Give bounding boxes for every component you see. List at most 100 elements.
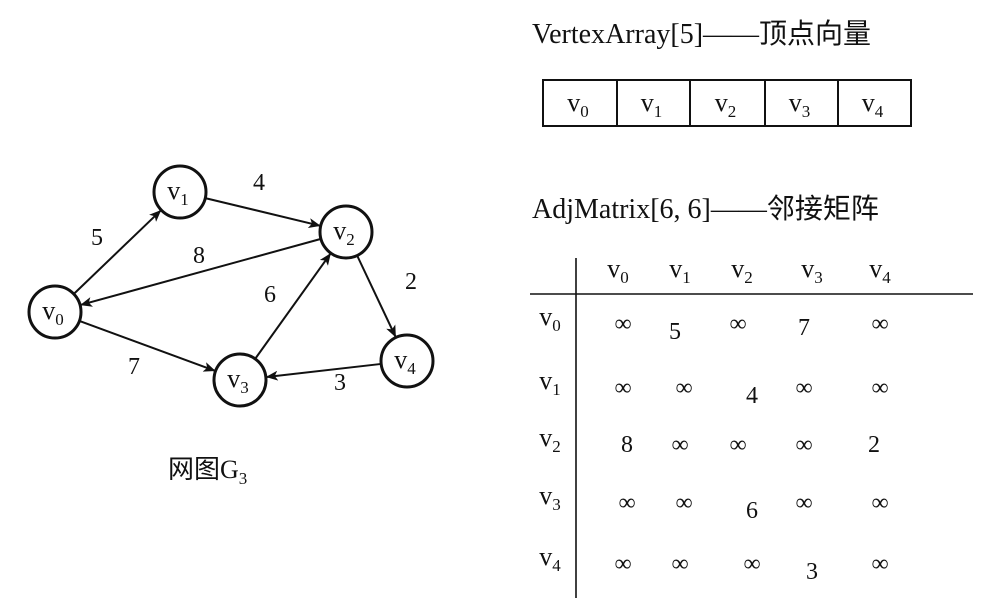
edge-weight-v0-v1: 5 (91, 225, 103, 251)
matrix-column-header-main: v (801, 254, 814, 283)
matrix-column-header-subscript: 2 (744, 268, 753, 287)
vertex-label-main: v (394, 345, 407, 374)
matrix-cell: 4 (746, 383, 758, 409)
matrix-row-header: v1 (539, 366, 561, 399)
matrix-cell: ∞ (871, 551, 888, 577)
edge-v4-v3 (265, 362, 382, 381)
matrix-cell: 8 (621, 432, 633, 458)
vertex-v4: v4 (379, 333, 435, 389)
edge-weight-v2-v0: 8 (193, 243, 205, 269)
vertex-array-cell-label-subscript: 1 (654, 102, 663, 121)
matrix-cell: ∞ (729, 311, 746, 337)
edge-v1-v2 (205, 197, 321, 228)
vertex-array-cell-label-subscript: 3 (802, 102, 811, 121)
matrix-values: ∞ 5 ∞ 7 ∞∞ ∞ 4 ∞ ∞8 ∞ ∞ ∞ 2∞ ∞ 6 ∞ ∞∞ ∞ ∞ 3 ∞ (614, 311, 888, 585)
graph-edges: 5 4 8 7 6 2 3 (73, 170, 417, 396)
matrix-cell: ∞ (729, 432, 746, 458)
matrix-cell: ∞ (743, 551, 760, 577)
vertex-array-cell-label-main: v (641, 88, 654, 117)
matrix-row-header-main: v (539, 542, 552, 571)
matrix-cell: ∞ (614, 551, 631, 577)
vertex-array-cell: v0 (542, 79, 618, 127)
matrix-column-header: v1 (669, 254, 691, 287)
vertex-label-main: v (167, 176, 180, 205)
matrix-column-header: v2 (731, 254, 753, 287)
matrix-cell: ∞ (871, 375, 888, 401)
vertex-v1: v1 (152, 164, 208, 220)
vertex-array-cell-label-subscript: 2 (728, 102, 737, 121)
matrix-cell: ∞ (614, 375, 631, 401)
vertex-array-cell-label: v1 (641, 88, 663, 121)
vertex-label-subscript: 3 (240, 378, 249, 397)
vertex-v0: v0 (27, 284, 83, 340)
vertex-label: v2 (333, 216, 355, 249)
matrix-row-header: v4 (539, 542, 561, 575)
matrix-column-headers: v0 v1 v2 v3 v4 (607, 254, 891, 287)
matrix-cell: ∞ (671, 551, 688, 577)
matrix-cell: ∞ (675, 375, 692, 401)
matrix-cell: ∞ (675, 490, 692, 516)
matrix-row-header: v0 (539, 302, 561, 335)
matrix-cell: 6 (746, 498, 758, 524)
matrix-cell: ∞ (795, 490, 812, 516)
vertex-array-cell-label-subscript: 0 (580, 102, 589, 121)
vertex-array-cell: v3 (764, 79, 839, 127)
vertex-label: v0 (42, 296, 64, 329)
matrix-row-header-main: v (539, 423, 552, 452)
edge-weight-v2-v4: 2 (405, 269, 417, 295)
matrix-column-header: v0 (607, 254, 629, 287)
edge-weight-v1-v2: 4 (253, 170, 265, 196)
vertex-label-subscript: 1 (180, 190, 189, 209)
matrix-row-header-subscript: 2 (552, 437, 561, 456)
vertex-label-main: v (227, 364, 240, 393)
vertex-array-section: VertexArray[5]——顶点向量 v0 v1 v2 v3 v4 (532, 18, 912, 127)
matrix-column-header-main: v (731, 254, 744, 283)
matrix-cell: 2 (868, 432, 880, 458)
matrix-column-header-subscript: 1 (682, 268, 691, 287)
vertex-array-cell-label: v0 (567, 88, 589, 121)
matrix-cell: ∞ (795, 432, 812, 458)
vertex-array-cell-label: v2 (715, 88, 737, 121)
matrix-row-header: v2 (539, 423, 561, 456)
vertex-array-cell-box (764, 79, 839, 127)
vertex-array-cell-box (837, 79, 912, 127)
matrix-row-header-subscript: 4 (552, 556, 561, 575)
matrix-row-header: v3 (539, 481, 561, 514)
matrix-column-header: v4 (869, 254, 891, 287)
vertex-array-cell-label-main: v (567, 88, 580, 117)
matrix-row-header-main: v (539, 481, 552, 510)
matrix-cell: ∞ (871, 311, 888, 337)
matrix-cell: ∞ (871, 490, 888, 516)
vertex-circle (152, 164, 208, 220)
adjacency-matrix-title: AdjMatrix[6, 6]——邻接矩阵 (532, 193, 879, 225)
edge-v2-v0 (80, 237, 322, 307)
matrix-column-header-subscript: 3 (814, 268, 823, 287)
edge-v2-v4 (356, 255, 397, 338)
matrix-cell: 5 (669, 319, 681, 345)
matrix-cell: ∞ (614, 311, 631, 337)
matrix-row-header-main: v (539, 302, 552, 331)
vertex-array-cell-label-main: v (862, 88, 875, 117)
vertex-label-subscript: 2 (346, 230, 355, 249)
vertex-array-cell-label-main: v (715, 88, 728, 117)
graph-caption-main: 网图G (168, 455, 239, 484)
matrix-column-header: v3 (801, 254, 823, 287)
vertex-label-main: v (42, 296, 55, 325)
matrix-row-header-subscript: 0 (552, 316, 561, 335)
matrix-column-header-main: v (607, 254, 620, 283)
vertex-array-cell-label-main: v (789, 88, 802, 117)
vertex-circle (318, 204, 374, 260)
vertex-label: v4 (394, 345, 416, 378)
vertex-label-subscript: 4 (407, 359, 416, 378)
matrix-cell: 7 (798, 315, 810, 341)
vertex-circle (379, 333, 435, 389)
vertex-array-cell-label: v4 (862, 88, 884, 121)
vertex-array-cell-label-subscript: 4 (875, 102, 884, 121)
matrix-cell: ∞ (795, 375, 812, 401)
matrix-cell: 3 (806, 559, 818, 585)
edge-v0-v3 (79, 320, 216, 372)
matrix-row-header-subscript: 3 (552, 495, 561, 514)
vertex-array-cell-box (689, 79, 766, 127)
matrix-cell: ∞ (671, 432, 688, 458)
